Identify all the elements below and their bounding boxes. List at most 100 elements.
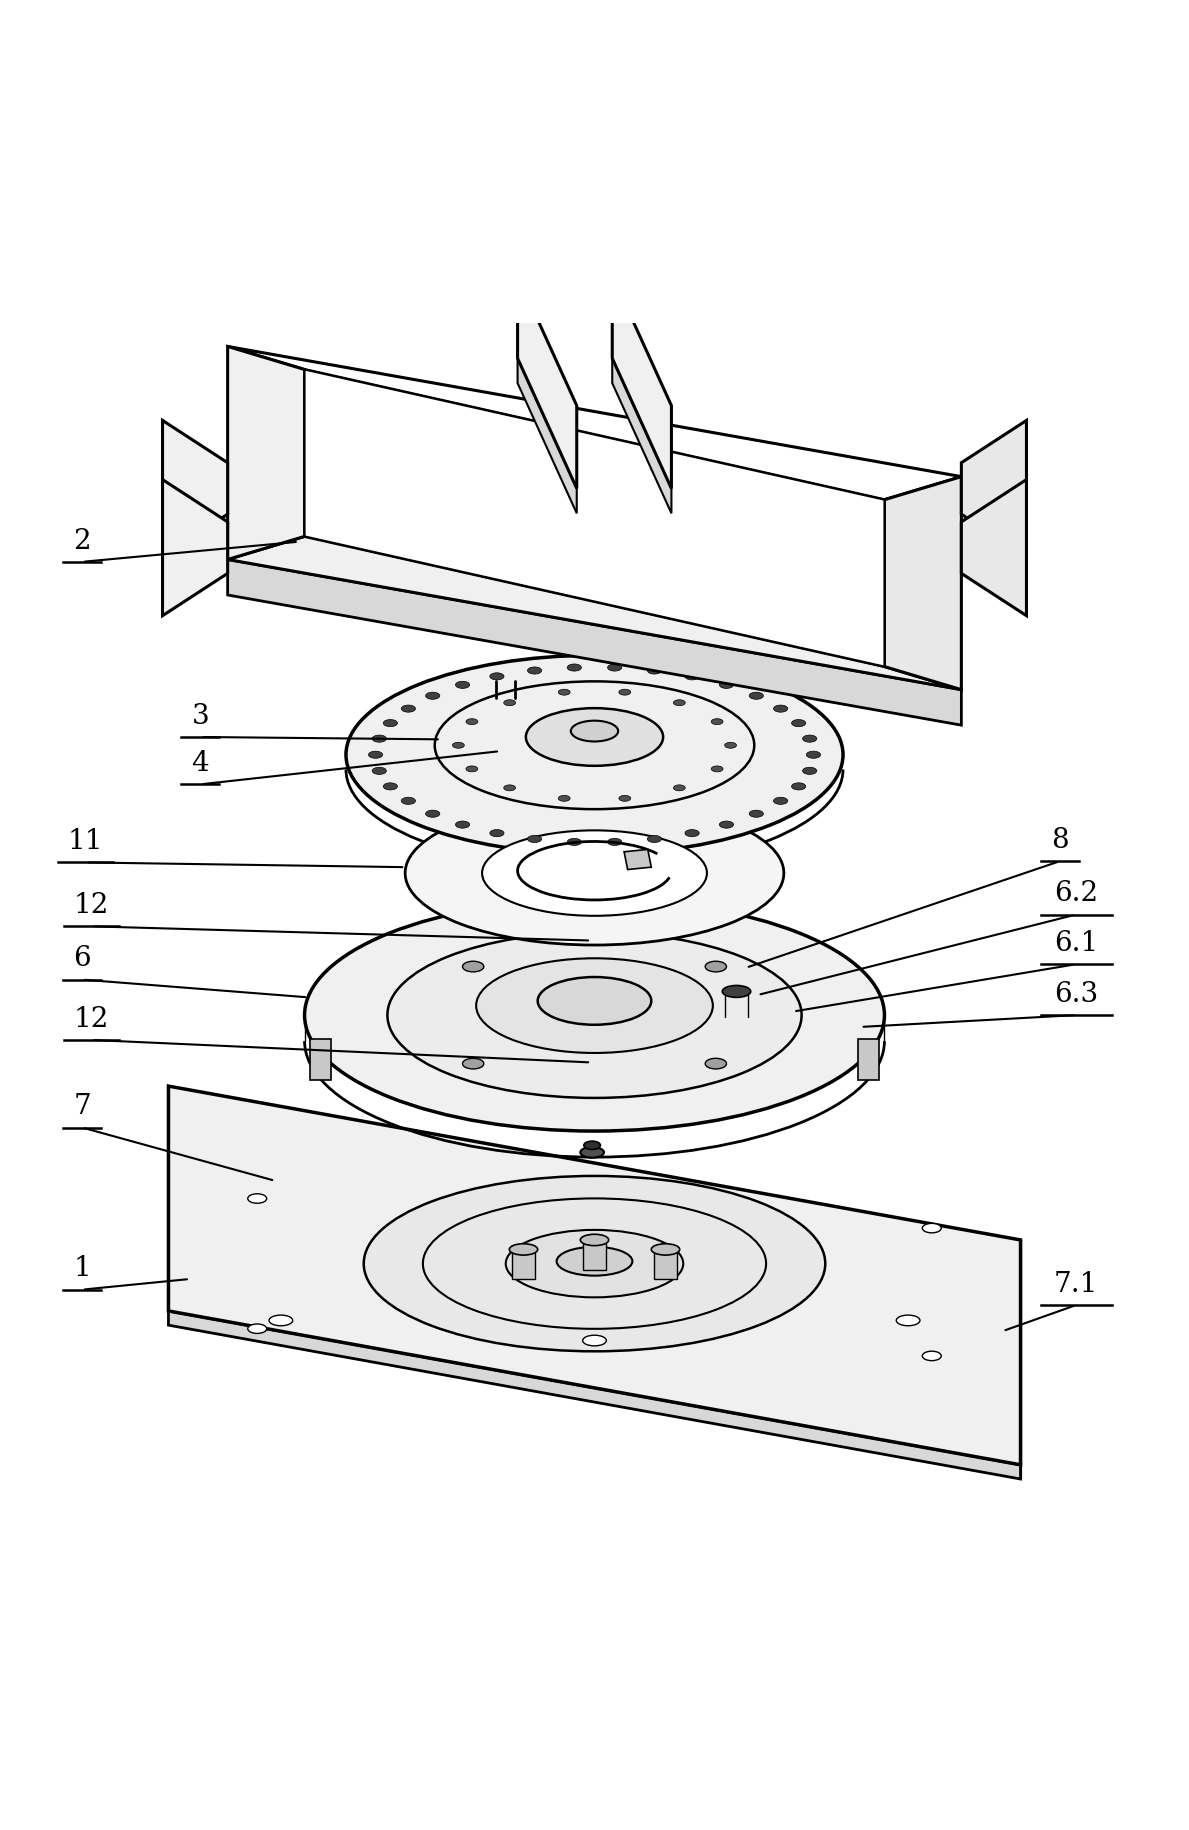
Polygon shape [885,478,962,690]
Polygon shape [169,1087,1020,1466]
Ellipse shape [719,822,734,829]
Polygon shape [624,849,652,869]
Ellipse shape [618,796,630,802]
Text: 1: 1 [74,1255,90,1281]
Ellipse shape [774,706,788,714]
Ellipse shape [897,1316,920,1327]
Text: 6.3: 6.3 [1055,981,1099,1007]
Polygon shape [612,276,672,489]
Ellipse shape [453,743,465,748]
Ellipse shape [719,683,734,690]
Ellipse shape [528,836,542,844]
Ellipse shape [505,1230,684,1297]
Polygon shape [310,1039,331,1080]
Ellipse shape [647,836,661,844]
Text: 4: 4 [191,750,209,776]
Polygon shape [962,421,1026,556]
Ellipse shape [711,767,723,772]
Text: 6.1: 6.1 [1053,930,1099,957]
Ellipse shape [526,708,663,767]
Ellipse shape [705,963,726,972]
Ellipse shape [482,831,707,917]
Polygon shape [654,1252,678,1279]
Ellipse shape [383,721,397,727]
Ellipse shape [584,1142,600,1149]
Ellipse shape [455,683,470,690]
Ellipse shape [705,1060,726,1069]
Ellipse shape [466,767,478,772]
Ellipse shape [466,719,478,725]
Ellipse shape [803,736,817,743]
Ellipse shape [803,769,817,774]
Polygon shape [858,1039,879,1080]
Ellipse shape [923,1351,942,1362]
Ellipse shape [372,769,386,774]
Ellipse shape [247,1325,266,1334]
Ellipse shape [364,1177,825,1352]
Ellipse shape [580,888,604,899]
Ellipse shape [304,900,885,1131]
Polygon shape [962,479,1026,617]
Ellipse shape [405,802,784,946]
Ellipse shape [749,811,763,818]
Polygon shape [163,479,227,617]
Ellipse shape [685,673,699,681]
Ellipse shape [724,743,736,748]
Ellipse shape [463,1060,484,1069]
Polygon shape [304,370,885,668]
Polygon shape [227,536,962,690]
Ellipse shape [504,785,516,791]
Ellipse shape [774,798,788,805]
Ellipse shape [792,721,806,727]
Ellipse shape [269,1316,292,1327]
Ellipse shape [673,785,685,791]
Ellipse shape [580,1147,604,1158]
Ellipse shape [369,752,383,759]
Polygon shape [583,1243,606,1270]
Ellipse shape [673,701,685,706]
Text: 3: 3 [191,703,209,730]
Ellipse shape [463,963,484,972]
Ellipse shape [567,664,581,672]
Text: 7: 7 [74,1093,90,1120]
Ellipse shape [608,664,622,672]
Ellipse shape [528,668,542,675]
Text: 6.2: 6.2 [1055,880,1099,906]
Ellipse shape [792,783,806,791]
Ellipse shape [583,1336,606,1347]
Ellipse shape [580,1235,609,1246]
Ellipse shape [504,701,516,706]
Polygon shape [517,276,577,489]
Polygon shape [511,1252,535,1279]
Polygon shape [227,560,962,727]
Polygon shape [169,1312,1020,1479]
Text: 8: 8 [1051,827,1069,853]
Ellipse shape [455,822,470,829]
Polygon shape [517,359,577,514]
Text: 7.1: 7.1 [1053,1270,1099,1297]
Ellipse shape [556,1248,633,1276]
Ellipse shape [537,977,652,1025]
Ellipse shape [559,796,571,802]
Text: 11: 11 [68,827,103,855]
Ellipse shape [584,882,600,889]
Ellipse shape [923,1224,942,1233]
Ellipse shape [476,959,713,1054]
Ellipse shape [509,1244,537,1255]
Ellipse shape [401,706,415,714]
Ellipse shape [652,1244,680,1255]
Ellipse shape [490,831,504,836]
Polygon shape [227,348,962,500]
Polygon shape [627,1312,693,1338]
Ellipse shape [247,1195,266,1204]
Ellipse shape [749,694,763,699]
Polygon shape [227,348,304,560]
Ellipse shape [490,673,504,681]
Text: 6: 6 [74,944,90,972]
Ellipse shape [435,683,754,809]
Ellipse shape [372,736,386,743]
Text: 12: 12 [74,891,109,919]
Ellipse shape [401,798,415,805]
Ellipse shape [426,694,440,699]
Ellipse shape [806,752,820,759]
